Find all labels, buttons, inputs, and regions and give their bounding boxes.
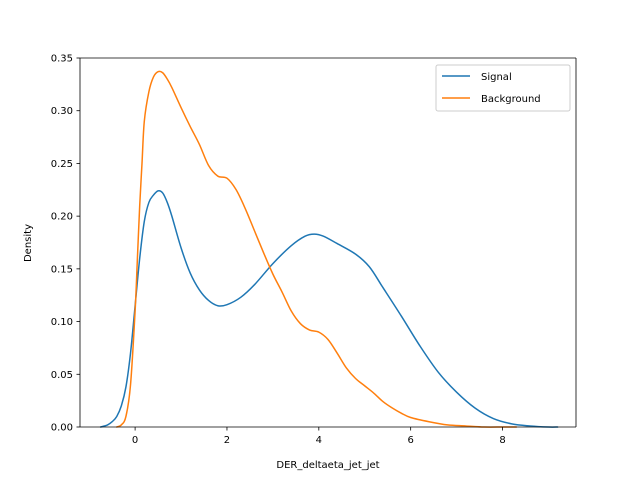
x-axis-title: DER_deltaeta_jet_jet <box>276 460 379 471</box>
y-tick-label: 0.35 <box>51 54 73 65</box>
y-tick-label: 0.20 <box>51 212 73 223</box>
legend-label-background: Background <box>481 94 541 105</box>
legend-label-signal: Signal <box>481 72 512 83</box>
x-tick-label: 2 <box>224 435 230 446</box>
plot-area: 0 2 4 6 8 0.00 0.05 0.10 0.15 0.20 0.25 0.30 0.35 <box>51 54 577 446</box>
x-tick-label: 8 <box>499 435 505 446</box>
y-tick-label: 0.30 <box>51 106 73 117</box>
x-tick-label: 4 <box>316 435 322 446</box>
series-layer <box>99 70 559 428</box>
y-tick-label: 0.25 <box>51 159 73 170</box>
series-line-background <box>115 70 518 428</box>
x-tick-label: 0 <box>132 435 138 446</box>
y-tick-label: 0.00 <box>51 423 73 434</box>
axes-background <box>80 58 576 427</box>
y-axis-title: Density <box>23 224 34 262</box>
y-axis-ticks: 0.00 0.05 0.10 0.15 0.20 0.25 0.30 0.35 <box>51 54 80 434</box>
legend: Signal Background <box>435 64 571 112</box>
y-tick-label: 0.05 <box>51 370 73 381</box>
x-tick-label: 6 <box>407 435 413 446</box>
axes-frame <box>79 57 577 428</box>
y-tick-label: 0.10 <box>51 317 73 328</box>
x-axis-ticks: 0 2 4 6 8 <box>132 427 506 446</box>
y-tick-label: 0.15 <box>51 264 73 275</box>
